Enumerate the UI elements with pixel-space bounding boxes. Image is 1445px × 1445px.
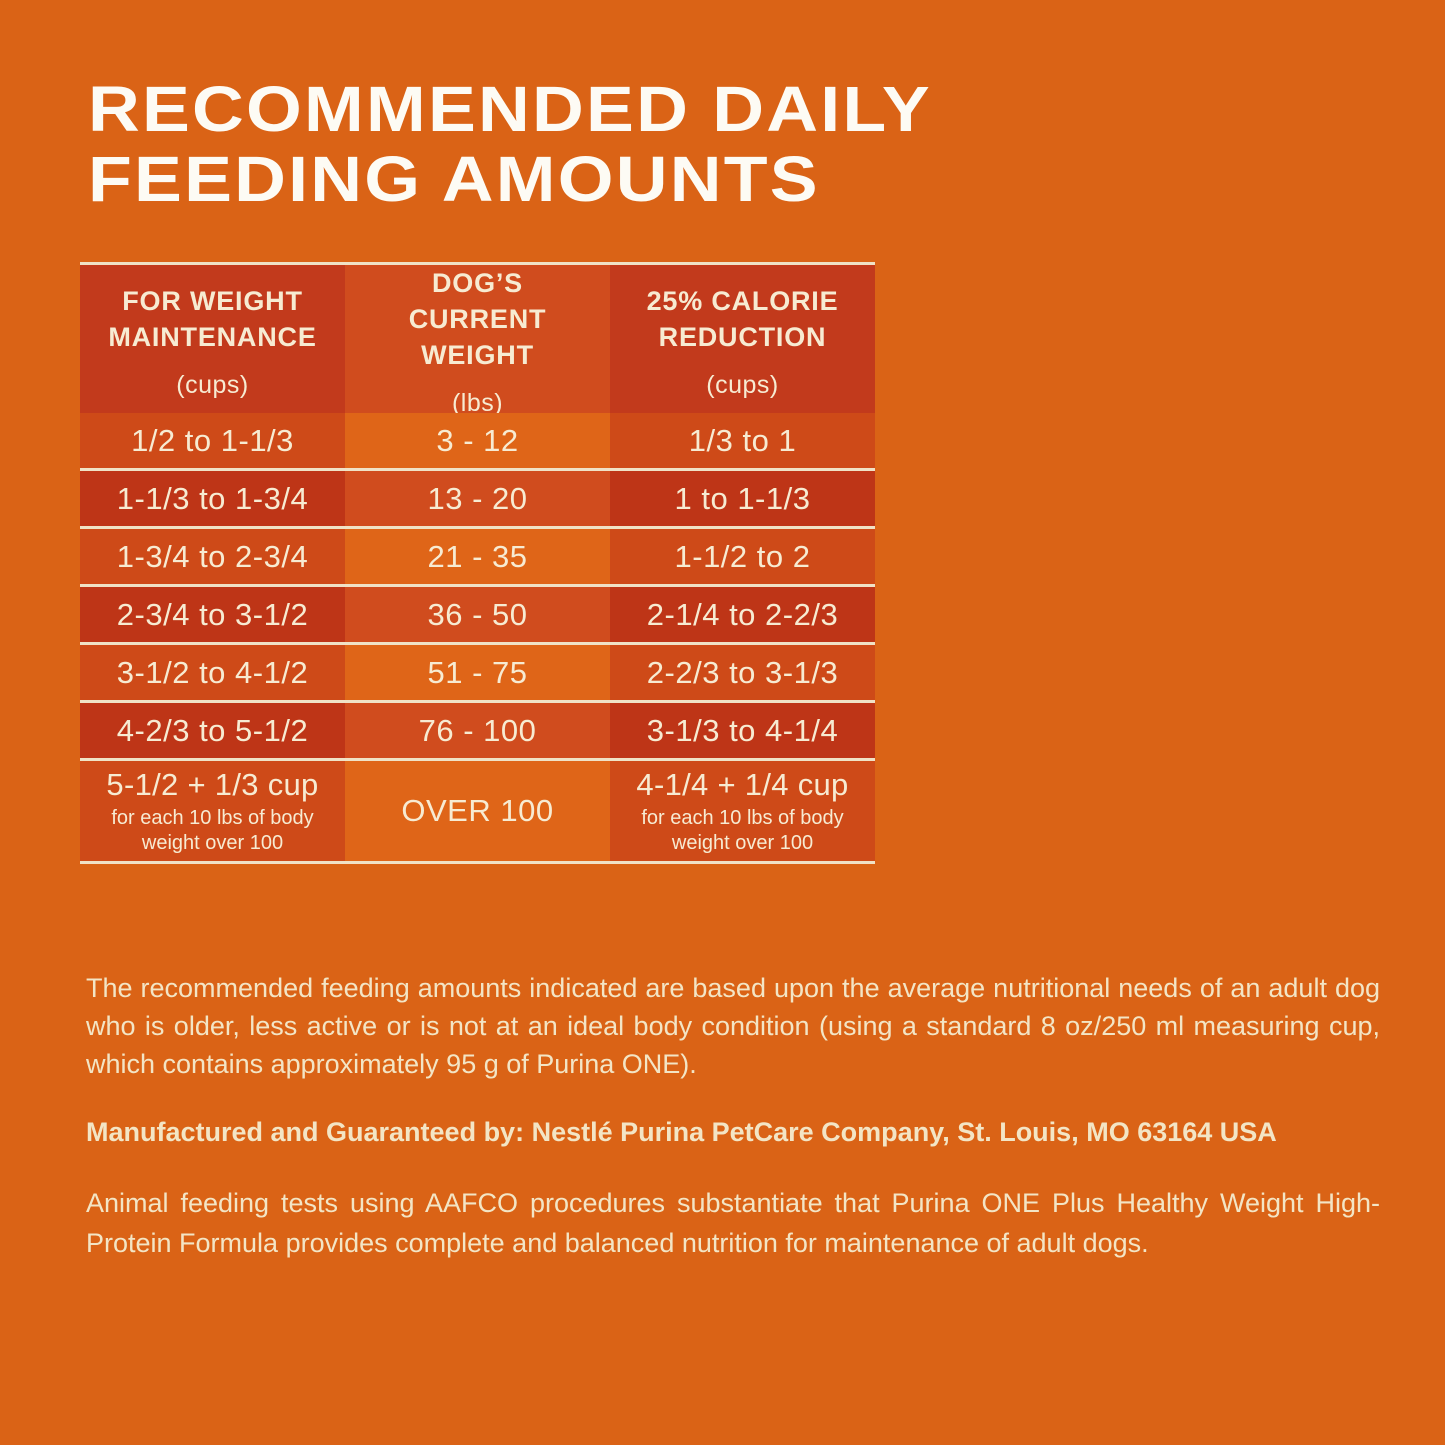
table-row: 1-3/4 to 2-3/4 21 - 35 1-1/2 to 2 [80, 529, 875, 584]
page-title-line1: RECOMMENDED DAILY [88, 73, 932, 145]
weight-cell: OVER 100 [345, 761, 610, 861]
weight-cell: 76 - 100 [345, 703, 610, 758]
feeding-basis-paragraph: The recommended feeding amounts indicate… [86, 973, 1380, 1079]
weight-cell: 51 - 75 [345, 645, 610, 700]
column-unit: (cups) [706, 371, 779, 399]
cell-value: 3-1/2 to 4-1/2 [116, 654, 309, 690]
cell-value: 3-1/3 to 4-1/4 [646, 712, 839, 748]
maintenance-cell: 4-2/3 to 5-1/2 [80, 703, 345, 758]
feeding-table: FOR WEIGHT MAINTENANCE (cups) DOG’S CURR… [80, 262, 875, 864]
table-row-over-100: 5-1/2 + 1/3 cup for each 10 lbs of body … [80, 761, 875, 861]
reduction-cell: 4-1/4 + 1/4 cup for each 10 lbs of body … [610, 761, 875, 861]
reduction-cell: 1 to 1-1/3 [610, 471, 875, 526]
maintenance-cell: 1-1/3 to 1-3/4 [80, 471, 345, 526]
cell-value: 3 - 12 [436, 422, 519, 458]
cell-value: 4-1/4 + 1/4 cup [636, 766, 849, 802]
page-title-line2: FEEDING AMOUNTS [88, 143, 820, 215]
table-row: 1-1/3 to 1-3/4 13 - 20 1 to 1-1/3 [80, 471, 875, 526]
column-label: FOR WEIGHT MAINTENANCE [108, 286, 317, 352]
cell-value: 2-3/4 to 3-1/2 [116, 596, 309, 632]
cell-value: 76 - 100 [418, 712, 537, 748]
cell-value: 2-2/3 to 3-1/3 [646, 654, 839, 690]
cell-value: OVER 100 [401, 793, 554, 828]
cell-value: 4-2/3 to 5-1/2 [116, 712, 309, 748]
cell-value: 1/2 to 1-1/3 [131, 422, 294, 458]
column-unit: (lbs) [451, 389, 504, 417]
cell-value: 13 - 20 [427, 480, 528, 516]
header-cell-reduction: 25% CALORIE REDUCTION (cups) [610, 265, 875, 418]
table-row: 1/2 to 1-1/3 3 - 12 1/3 to 1 [80, 413, 875, 468]
header-cell-maintenance: FOR WEIGHT MAINTENANCE (cups) [80, 265, 345, 418]
cell-value: 1/3 to 1 [688, 422, 797, 458]
weight-cell: 21 - 35 [345, 529, 610, 584]
page-title: RECOMMENDED DAILY FEEDING AMOUNTS [88, 74, 932, 214]
cell-value: 21 - 35 [427, 538, 528, 574]
reduction-cell: 1/3 to 1 [610, 413, 875, 468]
maintenance-cell: 3-1/2 to 4-1/2 [80, 645, 345, 700]
reduction-cell: 1-1/2 to 2 [610, 529, 875, 584]
column-label: DOG’S CURRENT WEIGHT [408, 268, 547, 370]
cell-value: 1-3/4 to 2-3/4 [116, 538, 309, 574]
header-cell-weight: DOG’S CURRENT WEIGHT (lbs) [345, 265, 610, 418]
reduction-cell: 2-2/3 to 3-1/3 [610, 645, 875, 700]
weight-cell: 36 - 50 [345, 587, 610, 642]
weight-cell: 13 - 20 [345, 471, 610, 526]
aafco-paragraph: Animal feeding tests using AAFCO procedu… [86, 1188, 1380, 1258]
cell-value: 1 to 1-1/3 [674, 480, 811, 516]
column-unit: (cups) [176, 371, 249, 399]
cell-value: 51 - 75 [427, 654, 528, 690]
cell-note: for each 10 lbs of body weight over 100 [641, 806, 844, 854]
maintenance-cell: 5-1/2 + 1/3 cup for each 10 lbs of body … [80, 761, 345, 861]
column-label: 25% CALORIE REDUCTION [646, 286, 839, 352]
reduction-cell: 2-1/4 to 2-2/3 [610, 587, 875, 642]
cell-value: 2-1/4 to 2-2/3 [646, 596, 839, 632]
cell-note: for each 10 lbs of body weight over 100 [111, 806, 314, 854]
table-row: 2-3/4 to 3-1/2 36 - 50 2-1/4 to 2-2/3 [80, 587, 875, 642]
maintenance-cell: 2-3/4 to 3-1/2 [80, 587, 345, 642]
cell-value: 1-1/2 to 2 [674, 538, 811, 574]
reduction-cell: 3-1/3 to 4-1/4 [610, 703, 875, 758]
table-row: 3-1/2 to 4-1/2 51 - 75 2-2/3 to 3-1/3 [80, 645, 875, 700]
table-row: 4-2/3 to 5-1/2 76 - 100 3-1/3 to 4-1/4 [80, 703, 875, 758]
cell-value: 1-1/3 to 1-3/4 [116, 480, 309, 516]
manufacturer-line: Manufactured and Guaranteed by: Nestlé P… [86, 1117, 1277, 1147]
cell-value: 36 - 50 [427, 596, 528, 632]
cell-value: 5-1/2 + 1/3 cup [106, 766, 319, 802]
weight-cell: 3 - 12 [345, 413, 610, 468]
maintenance-cell: 1-3/4 to 2-3/4 [80, 529, 345, 584]
table-header-row: FOR WEIGHT MAINTENANCE (cups) DOG’S CURR… [80, 265, 875, 418]
maintenance-cell: 1/2 to 1-1/3 [80, 413, 345, 468]
